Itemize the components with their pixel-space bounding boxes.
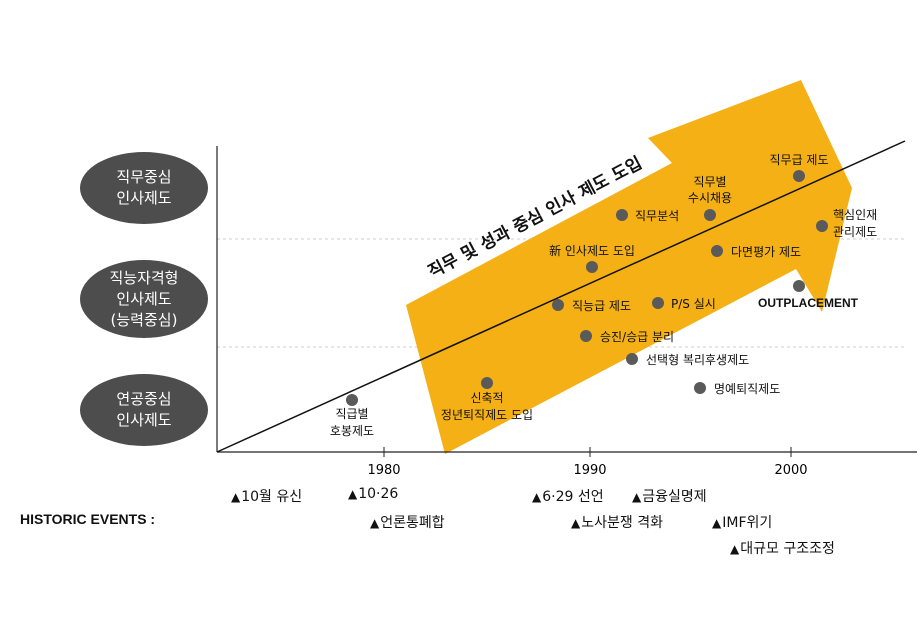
- category-competency-oriented: 직능자격형 인사제도 (능력중심): [80, 260, 208, 338]
- milestone-dot: [481, 377, 493, 389]
- historic-event: ▲노사분쟁 격화: [571, 512, 663, 532]
- trend-arrow: [406, 80, 852, 454]
- event-label: 10월 유신: [241, 489, 303, 505]
- historic-events-title: HISTORIC EVENTS :: [20, 511, 156, 527]
- milestone-dot: [711, 245, 723, 257]
- event-label: IMF위기: [722, 515, 773, 531]
- category-seniority-oriented: 연공중심 인사제도: [80, 374, 208, 446]
- historic-event: ▲금융실명제: [632, 486, 707, 506]
- milestone-dot: [580, 330, 592, 342]
- milestone-dot: [704, 209, 716, 221]
- category-job-oriented: 직무중심 인사제도: [80, 152, 208, 224]
- event-label: 대규모 구조조정: [740, 541, 835, 557]
- triangle-icon: ▲: [532, 490, 542, 504]
- milestone-dot: [694, 382, 706, 394]
- milestone-label: 신축적: [470, 391, 503, 405]
- year-label-1980: 1980: [367, 463, 400, 478]
- event-label: 6·29 선언: [542, 489, 604, 505]
- milestone-label: 직능급 제도: [572, 299, 631, 313]
- historic-event: ▲대규모 구조조정: [730, 538, 835, 558]
- milestone-label: 新 인사제도 도입: [549, 243, 635, 258]
- trend-line: [216, 140, 906, 453]
- milestone-label: OUTPLACEMENT: [758, 296, 859, 310]
- year-label-2000: 2000: [774, 463, 807, 478]
- milestone-label: 명예퇴직제도: [714, 382, 780, 396]
- event-label: 노사분쟁 격화: [581, 515, 663, 531]
- historic-event: ▲10·26: [348, 486, 398, 502]
- milestone-label: 직급별: [335, 407, 368, 421]
- milestone-dot: [552, 299, 564, 311]
- historic-event: ▲6·29 선언: [532, 486, 604, 506]
- event-label: 언론통폐합: [380, 515, 445, 531]
- milestone-dot: [793, 170, 805, 182]
- milestone-label: 승진/승급 분리: [600, 330, 674, 344]
- milestone-label: 관리제도: [833, 225, 877, 239]
- triangle-icon: ▲: [370, 516, 380, 530]
- milestone-dot: [816, 220, 828, 232]
- event-label: 10·26: [358, 486, 399, 502]
- milestone-dot: [626, 353, 638, 365]
- milestone-label: 핵심인재: [833, 208, 877, 222]
- milestone-label: 선택형 복리후생제도: [646, 353, 749, 367]
- event-label: 금융실명제: [642, 489, 707, 505]
- historic-event: ▲10월 유신: [231, 486, 302, 506]
- triangle-icon: ▲: [231, 490, 241, 504]
- historic-event: ▲IMF위기: [712, 512, 772, 532]
- category-label: 연공중심 인사제도: [116, 390, 172, 429]
- milestone-dot: [616, 209, 628, 221]
- category-label: 직능자격형 인사제도 (능력중심): [109, 268, 179, 329]
- milestone-label: 정년퇴직제도 도입: [441, 408, 533, 422]
- milestone-label: 직무분석: [635, 209, 679, 223]
- category-label: 직무중심 인사제도: [116, 168, 172, 207]
- milestone-label: 호봉제도: [330, 424, 374, 438]
- triangle-icon: ▲: [632, 490, 642, 504]
- year-label-1990: 1990: [573, 463, 606, 478]
- milestone-label: 다면평가 제도: [731, 245, 801, 259]
- milestone-label: 직무급 제도: [769, 153, 828, 167]
- triangle-icon: ▲: [348, 487, 358, 501]
- milestone-label: 수시채용: [688, 191, 732, 205]
- milestone-dot: [346, 394, 358, 406]
- historic-event: ▲언론통폐합: [370, 512, 445, 532]
- triangle-icon: ▲: [712, 516, 722, 530]
- milestone-dot: [793, 280, 805, 292]
- milestone-dot: [652, 297, 664, 309]
- milestone-dot: [586, 261, 598, 273]
- triangle-icon: ▲: [730, 542, 740, 556]
- triangle-icon: ▲: [571, 516, 581, 530]
- milestone-label: 직무별: [693, 175, 726, 189]
- milestone-label: P/S 실시: [671, 297, 716, 311]
